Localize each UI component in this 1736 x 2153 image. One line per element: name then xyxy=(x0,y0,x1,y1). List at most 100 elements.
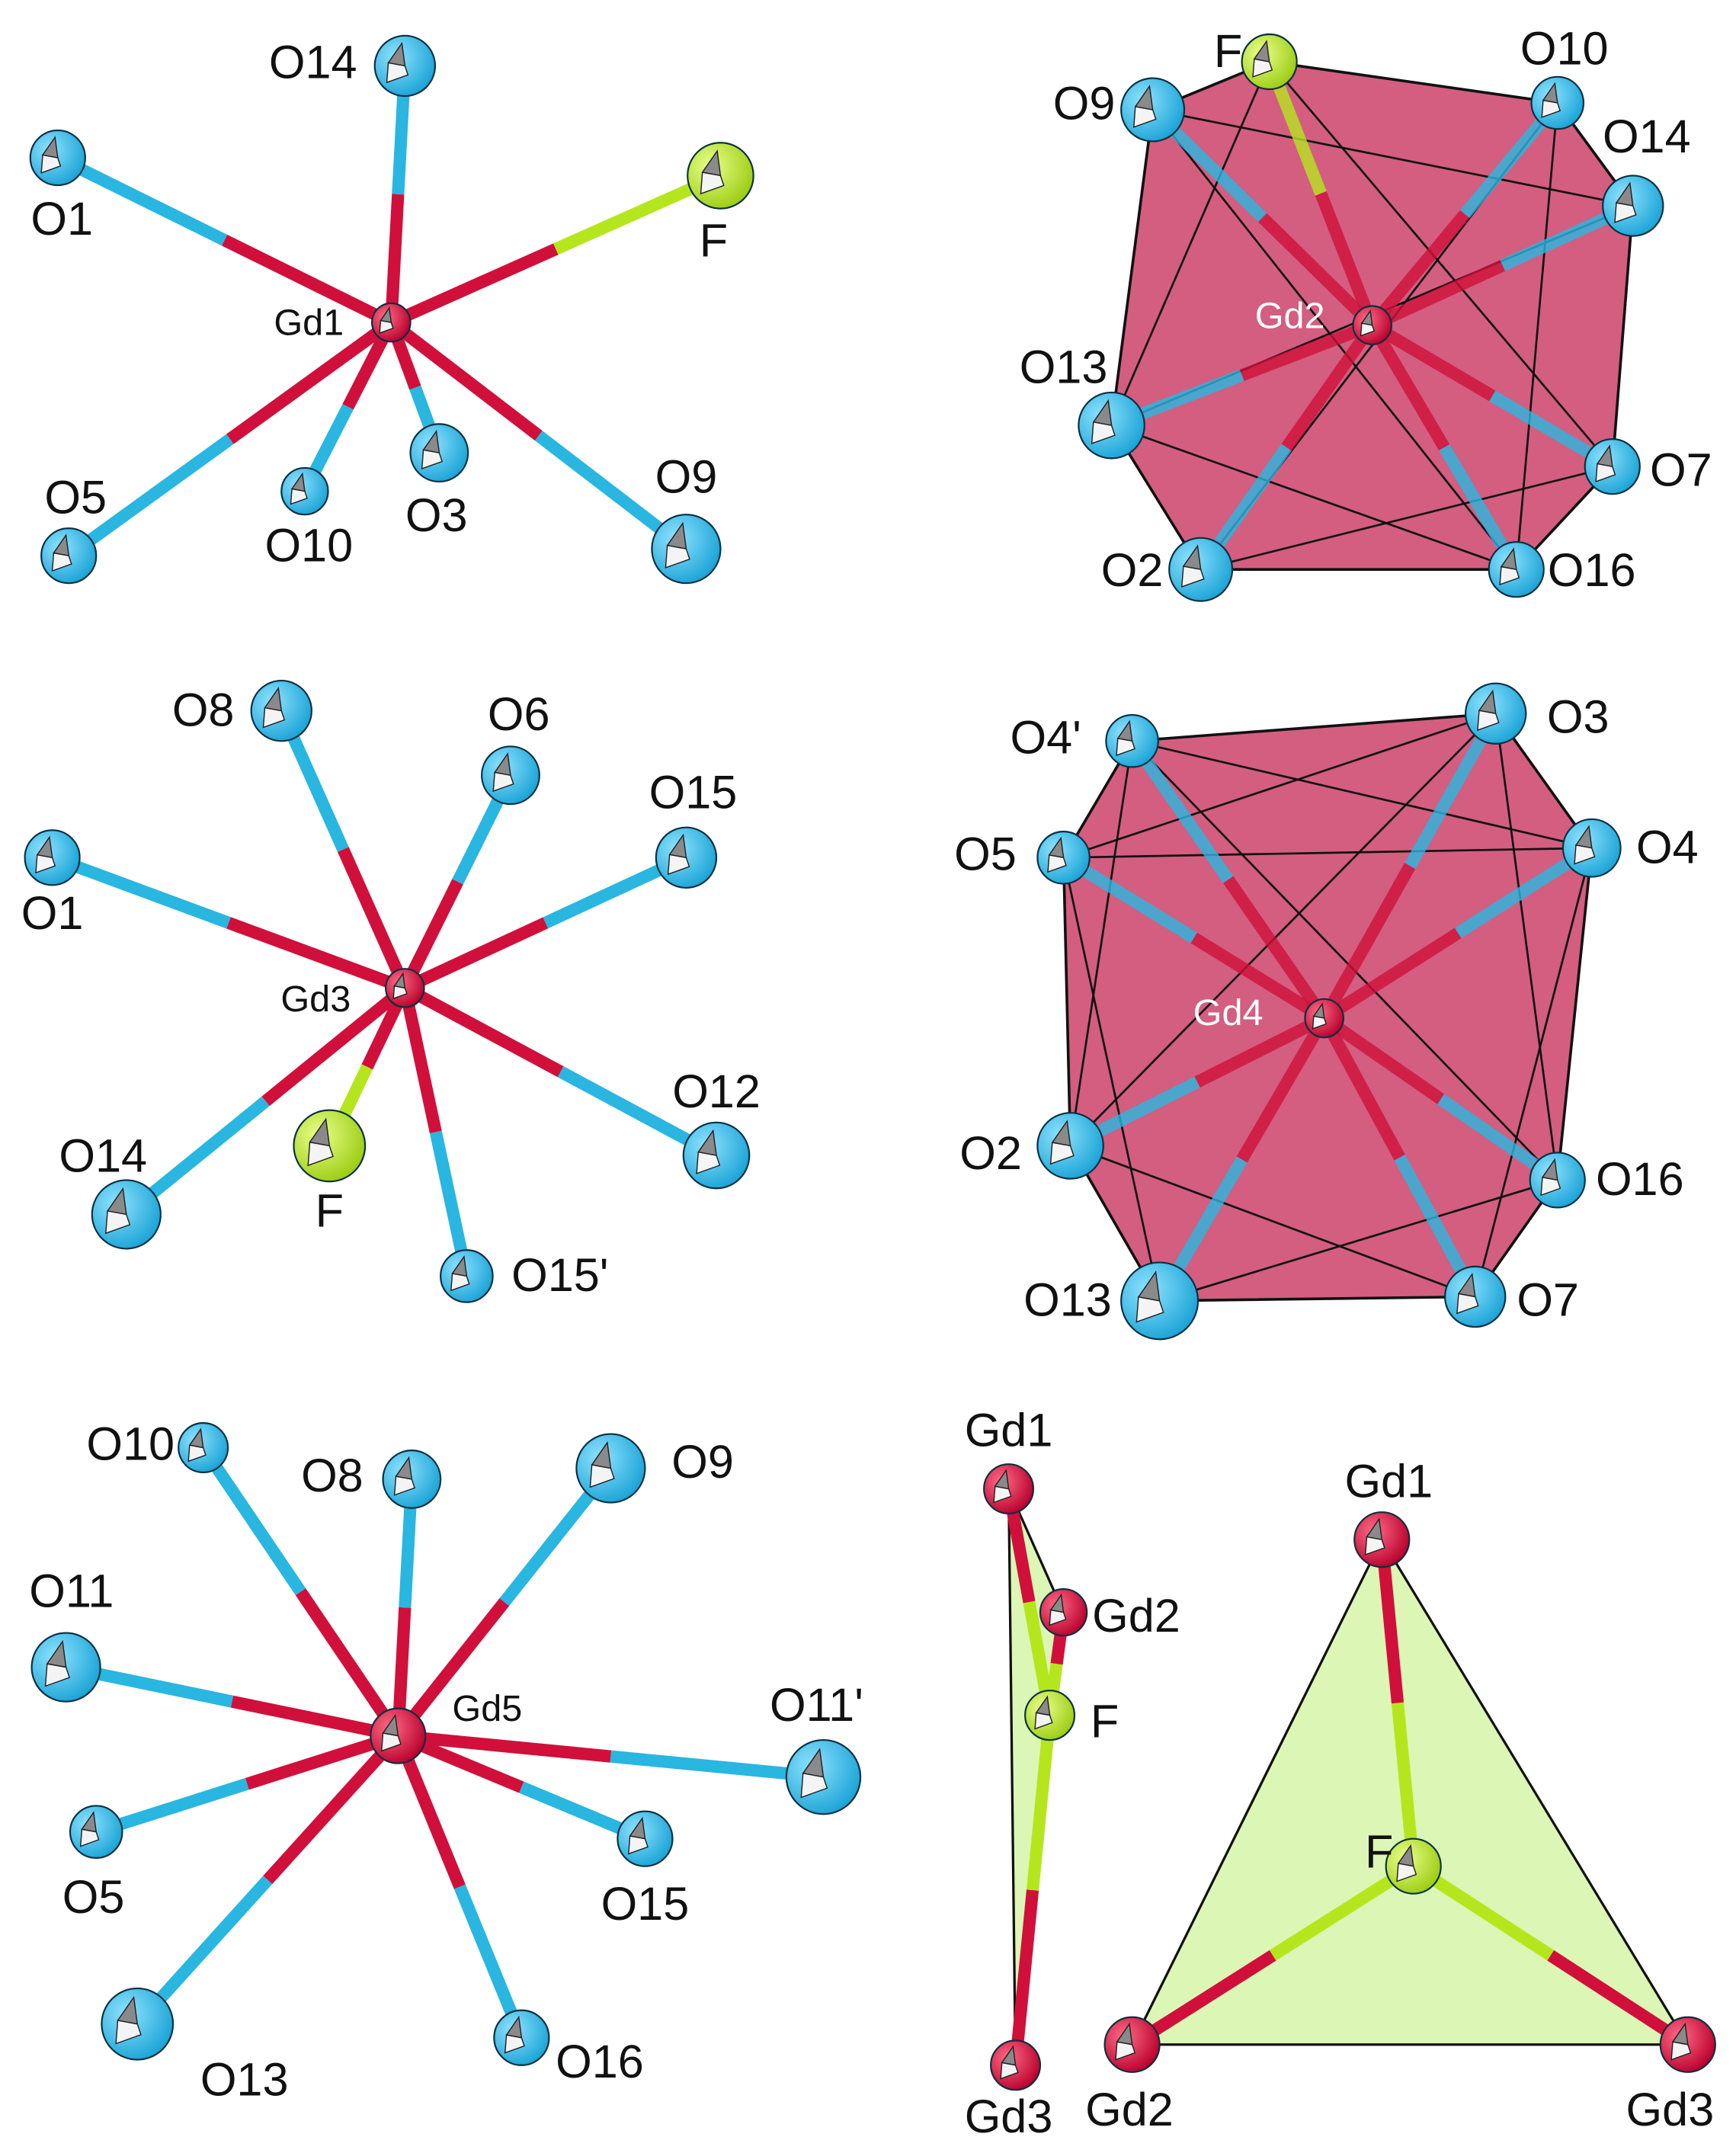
polyhedron-edge xyxy=(1111,424,1517,571)
octant xyxy=(1540,1176,1561,1197)
octant xyxy=(1132,106,1157,128)
octant xyxy=(1456,1293,1479,1315)
bond-half xyxy=(1318,863,1416,1021)
atom xyxy=(440,1249,494,1303)
polyhedron-edge xyxy=(1200,465,1613,571)
bond-half xyxy=(389,243,559,328)
atom-label: F xyxy=(1214,25,1242,77)
octant xyxy=(51,552,72,572)
octant xyxy=(44,1663,71,1687)
polyhedron-edge xyxy=(1132,739,1593,850)
center-atom xyxy=(1385,1837,1442,1895)
polyhedron-edge xyxy=(1152,108,1634,207)
atom xyxy=(983,1463,1035,1515)
atom-label: O1 xyxy=(30,193,93,245)
atom-label: O10 xyxy=(264,519,353,571)
atom-label: O8 xyxy=(301,1450,364,1501)
bond-half xyxy=(1366,322,1450,451)
center-label: F xyxy=(1091,1695,1119,1747)
atom-label: F xyxy=(700,215,728,267)
octant xyxy=(1670,2041,1692,2061)
center-label: Gd3 xyxy=(280,979,351,1020)
center-label: Gd1 xyxy=(274,303,344,344)
triangle-face xyxy=(1007,1488,1065,2065)
octant xyxy=(1595,463,1616,483)
octant xyxy=(392,985,408,1000)
octant xyxy=(1574,844,1596,865)
atom-label: O16 xyxy=(1596,1153,1684,1205)
octant xyxy=(1049,1142,1075,1165)
polyhedron-edge xyxy=(1062,857,1161,1302)
bond-half xyxy=(226,317,396,444)
bond-half xyxy=(1222,876,1330,1022)
octant xyxy=(1000,2062,1019,2080)
octant xyxy=(379,319,394,335)
atom-label: O9 xyxy=(671,1436,734,1488)
atom-label: O5 xyxy=(62,1871,125,1923)
atom xyxy=(617,1810,674,1867)
bond-half xyxy=(402,917,549,994)
octant xyxy=(1034,1712,1053,1730)
atom xyxy=(1103,2016,1161,2073)
atom xyxy=(1465,682,1527,745)
octant xyxy=(696,1151,721,1174)
octant xyxy=(450,1273,470,1292)
octant xyxy=(115,2020,142,2045)
octant xyxy=(187,1444,207,1463)
atom xyxy=(1168,537,1234,602)
atom xyxy=(1488,541,1545,598)
atom-label: O11 xyxy=(29,1565,114,1616)
atom xyxy=(1036,831,1091,885)
octant xyxy=(1135,1296,1164,1323)
atom-label: O9 xyxy=(1053,78,1116,130)
bond-half xyxy=(1126,737,1234,883)
atom xyxy=(382,1450,442,1509)
atom-label: Gd2 xyxy=(1092,1590,1180,1642)
octant xyxy=(1115,2041,1136,2061)
atom-label: O5 xyxy=(954,828,1017,879)
octant xyxy=(1614,202,1637,223)
bond-half xyxy=(295,1588,404,1740)
octant xyxy=(1396,1863,1417,1882)
polyhedron-edge xyxy=(1131,740,1558,1181)
bond-half xyxy=(1236,1014,1330,1163)
atom-label: O7 xyxy=(1517,1274,1579,1326)
polyhedron-edge xyxy=(1063,712,1497,859)
atom-label: O5 xyxy=(44,471,107,523)
bond-half xyxy=(263,1732,403,1885)
bond-half xyxy=(1194,1012,1328,1088)
polyhedron-edge xyxy=(1159,1179,1558,1302)
atom xyxy=(91,1179,162,1250)
bond-half xyxy=(1315,191,1379,328)
atom-label: O2 xyxy=(1101,544,1164,596)
center-atom xyxy=(1352,305,1392,346)
atom xyxy=(1120,1261,1200,1341)
bond-half xyxy=(65,434,234,561)
atom xyxy=(1353,1511,1411,1568)
atom xyxy=(409,423,469,483)
octant xyxy=(307,1141,334,1167)
atom xyxy=(293,1109,367,1183)
octant xyxy=(1047,854,1067,873)
octant xyxy=(1477,710,1500,732)
polyhedron-edge xyxy=(1110,61,1270,426)
octant xyxy=(393,1475,416,1496)
atom-label: O4' xyxy=(1010,711,1081,763)
octant xyxy=(262,706,286,729)
atom xyxy=(1602,175,1664,237)
bond-half xyxy=(337,847,411,991)
octant xyxy=(1364,1536,1385,1556)
bond-half xyxy=(1239,319,1375,382)
octant xyxy=(800,1772,828,1799)
octant xyxy=(35,854,56,874)
polyhedron-edge xyxy=(1069,713,1497,1147)
bond-half xyxy=(1318,1015,1405,1161)
polyhedron-edge xyxy=(1063,847,1592,859)
center-label: Gd2 xyxy=(1255,296,1325,337)
octant xyxy=(628,1835,649,1855)
atom-label: O2 xyxy=(959,1127,1022,1179)
atom xyxy=(280,466,329,516)
atom xyxy=(1561,818,1622,878)
bond-half xyxy=(397,1729,612,1763)
